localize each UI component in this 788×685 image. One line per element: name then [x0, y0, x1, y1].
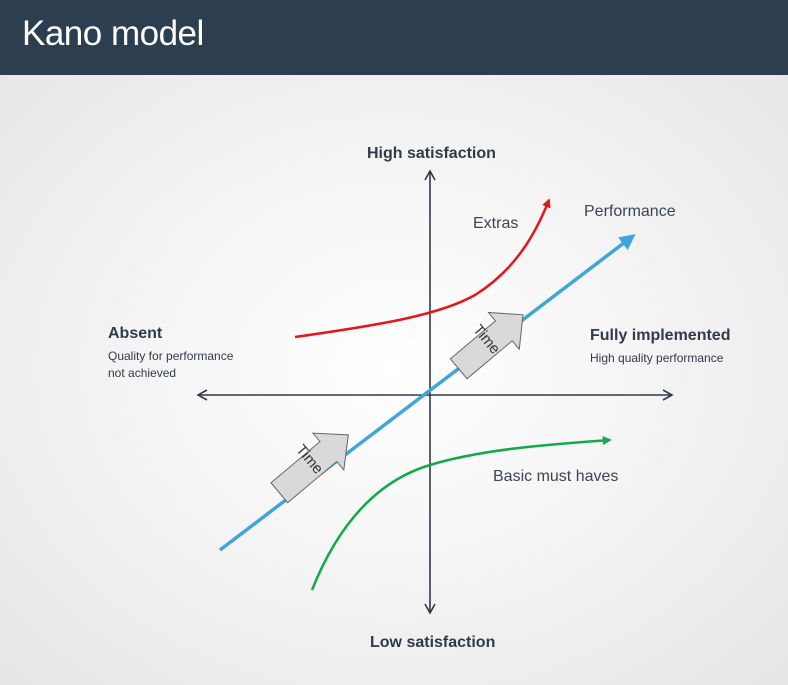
performance-label: Performance: [584, 203, 676, 220]
time-arrow-upper: [449, 311, 524, 380]
fully-implemented-label: Fully implemented: [590, 327, 731, 344]
performance-line: [218, 234, 636, 552]
absent-label: Absent: [108, 325, 163, 342]
basic-must-haves-curve: [310, 436, 612, 591]
header-bar: Kano model: [0, 0, 788, 75]
extras-curve: [294, 198, 551, 339]
extras-label: Extras: [473, 215, 519, 232]
absent-subtitle-line2: not achieved: [108, 366, 177, 380]
diagram-canvas: [0, 75, 788, 685]
high-satisfaction-label: High satisfaction: [367, 145, 496, 162]
page-title: Kano model: [22, 14, 204, 53]
time-arrow-lower: [270, 432, 349, 504]
fully-implemented-subtitle: High quality performance: [590, 351, 724, 365]
basic-must-haves-label: Basic must haves: [493, 468, 619, 485]
absent-subtitle-line1: Quality for performance: [108, 349, 234, 363]
low-satisfaction-label: Low satisfaction: [370, 634, 496, 651]
